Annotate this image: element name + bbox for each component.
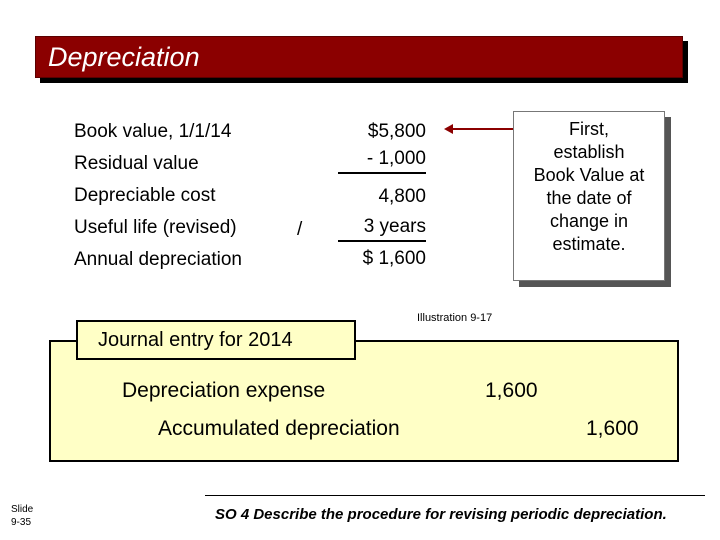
row-amount-book-value: $5,800 bbox=[367, 121, 426, 142]
callout-arrow-line bbox=[452, 128, 513, 130]
callout-arrow-head bbox=[444, 124, 453, 134]
division-operator: / bbox=[297, 219, 303, 240]
study-objective-footer: SO 4 Describe the procedure for revising… bbox=[215, 506, 667, 523]
journal-heading-tab: Journal entry for 2014 bbox=[76, 320, 356, 360]
journal-credit-amount: 1,600 bbox=[586, 417, 639, 440]
row-amount-residual-value: - 1,000 bbox=[366, 148, 426, 169]
row-amount-useful-life: 3 years bbox=[363, 216, 426, 237]
slide-label: Slide bbox=[11, 504, 34, 515]
row-label-useful-life: Useful life (revised) bbox=[74, 217, 237, 238]
row-amount-annual-depreciation: $ 1,600 bbox=[362, 248, 426, 269]
journal-debit-amount: 1,600 bbox=[485, 379, 538, 402]
row-label-book-value: Book value, 1/1/14 bbox=[74, 121, 232, 142]
callout-line: the date of bbox=[546, 188, 632, 208]
row-amount-depreciable-cost: 4,800 bbox=[378, 186, 426, 207]
journal-entry-box bbox=[49, 340, 679, 462]
slide-number-value: 9-35 bbox=[11, 517, 32, 528]
title-bar: Depreciation bbox=[35, 36, 683, 78]
total-rule bbox=[338, 240, 426, 242]
slide-title: Depreciation bbox=[48, 42, 200, 72]
journal-heading: Journal entry for 2014 bbox=[98, 329, 293, 351]
callout-line: First, bbox=[569, 119, 609, 139]
callout-line: change in bbox=[549, 211, 629, 231]
row-label-annual-depreciation: Annual depreciation bbox=[74, 249, 242, 270]
footer-divider bbox=[205, 495, 705, 496]
callout-line: establish bbox=[553, 142, 625, 162]
journal-debit-account: Depreciation expense bbox=[122, 379, 326, 402]
subtotal-rule bbox=[338, 172, 426, 174]
callout-box: First, establish Book Value at the date … bbox=[513, 111, 665, 281]
row-label-residual-value: Residual value bbox=[74, 153, 199, 174]
journal-credit-account: Accumulated depreciation bbox=[158, 417, 400, 440]
illustration-reference: Illustration 9-17 bbox=[417, 312, 493, 324]
slide-number: Slide 9-35 bbox=[11, 503, 33, 529]
callout-line: estimate. bbox=[552, 234, 626, 254]
callout-line: Book Value at bbox=[533, 165, 645, 185]
row-label-depreciable-cost: Depreciable cost bbox=[74, 185, 216, 206]
